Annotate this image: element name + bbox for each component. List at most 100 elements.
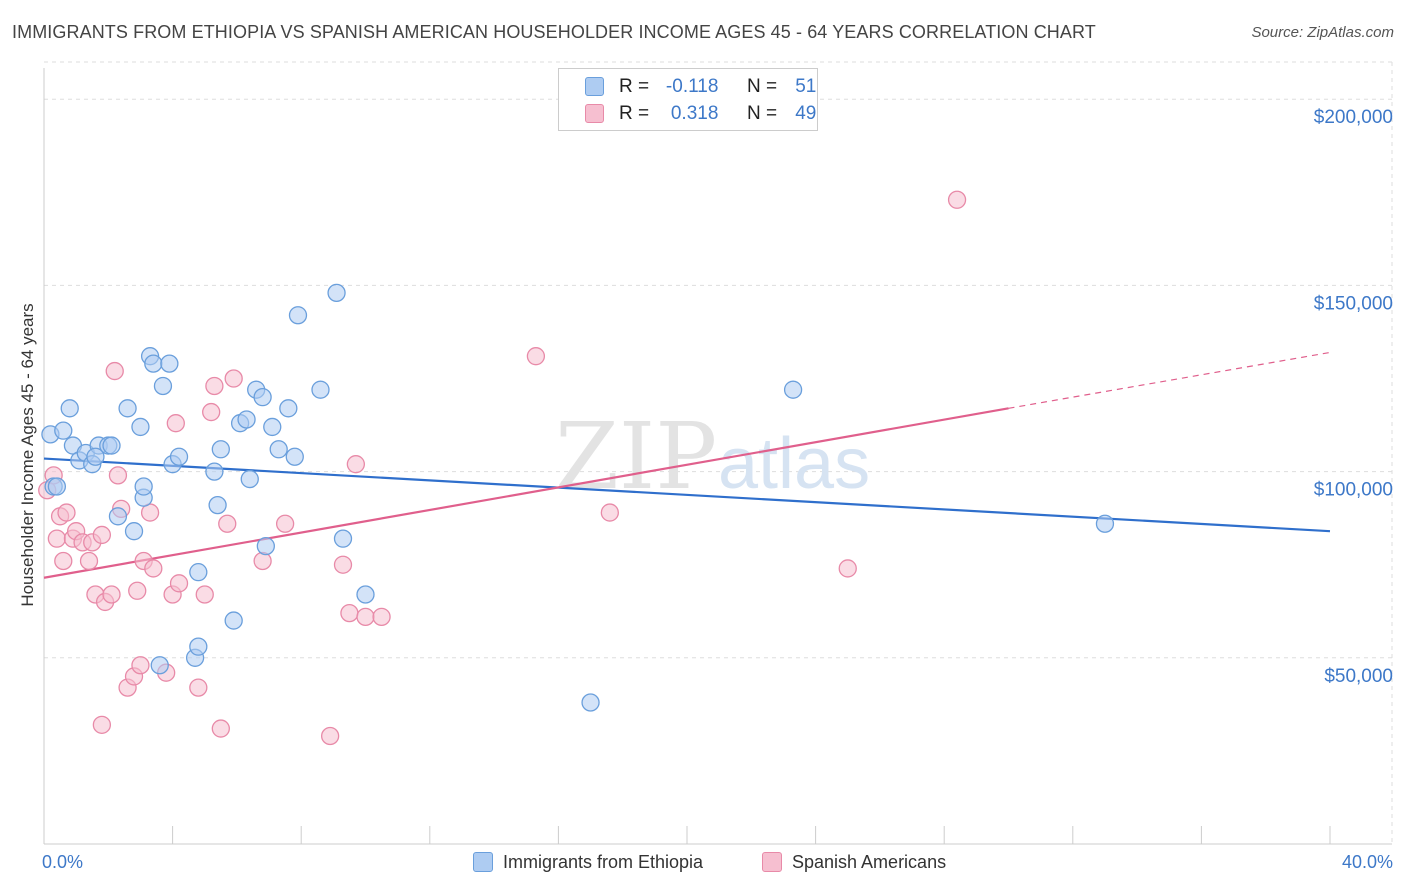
point-ethiopia xyxy=(205,462,224,481)
point-spanish xyxy=(526,347,546,366)
point-ethiopia xyxy=(237,410,256,429)
point-ethiopia xyxy=(169,447,189,466)
point-ethiopia xyxy=(189,637,208,656)
point-ethiopia xyxy=(783,380,803,399)
chart-title: IMMIGRANTS FROM ETHIOPIA VS SPANISH AMER… xyxy=(12,22,1096,42)
point-spanish xyxy=(131,656,150,675)
point-ethiopia xyxy=(240,469,259,489)
data-points xyxy=(38,190,1115,746)
point-ethiopia xyxy=(150,656,169,675)
point-spanish xyxy=(356,607,375,626)
point-ethiopia xyxy=(256,536,275,556)
trend-line-ethiopia xyxy=(43,457,1331,533)
point-spanish xyxy=(79,551,99,571)
point-spanish xyxy=(333,555,353,574)
point-ethiopia xyxy=(253,387,272,407)
watermark-zip: ZIP xyxy=(555,403,717,510)
point-spanish xyxy=(205,376,224,396)
point-spanish xyxy=(600,503,619,522)
point-spanish xyxy=(372,607,391,626)
x-tick-label-max: 40.0% xyxy=(1341,852,1393,872)
point-spanish xyxy=(54,551,73,571)
point-spanish xyxy=(92,715,112,734)
legend-label-spanish: Spanish Americans xyxy=(792,852,947,872)
r-value-ethiopia: -0.118 xyxy=(665,76,719,97)
legend-swatch-blue xyxy=(473,852,493,872)
n-label: N = xyxy=(746,103,778,124)
point-ethiopia xyxy=(131,417,150,437)
point-ethiopia xyxy=(134,477,153,496)
point-ethiopia xyxy=(356,585,375,604)
point-ethiopia xyxy=(208,495,227,515)
point-ethiopia xyxy=(118,399,137,418)
point-ethiopia xyxy=(189,563,208,582)
point-spanish xyxy=(320,726,340,746)
point-ethiopia xyxy=(124,522,144,541)
point-spanish xyxy=(340,603,359,623)
legend-swatch-blue xyxy=(585,77,604,96)
point-spanish xyxy=(128,581,147,600)
point-spanish xyxy=(57,503,76,522)
point-ethiopia xyxy=(86,447,105,466)
point-ethiopia xyxy=(102,436,121,455)
legend-item-spanish[interactable]: Spanish Americans xyxy=(762,852,946,873)
r-label: R = xyxy=(619,76,650,97)
point-ethiopia xyxy=(47,477,67,496)
point-ethiopia xyxy=(285,447,304,466)
axes xyxy=(43,68,1392,845)
point-spanish xyxy=(144,559,163,578)
source-credit: Source: ZipAtlas.com xyxy=(1251,24,1394,41)
point-spanish xyxy=(105,361,124,381)
y-tick-labels: $50,000 $100,000 $150,000 $200,000 xyxy=(1314,107,1393,687)
point-ethiopia xyxy=(54,421,73,440)
y-tick-label: $100,000 xyxy=(1314,480,1393,501)
point-spanish xyxy=(108,466,128,485)
point-spanish xyxy=(947,190,967,209)
point-ethiopia xyxy=(269,440,288,459)
n-value-ethiopia: 51 xyxy=(795,76,817,97)
point-ethiopia xyxy=(224,611,243,630)
n-label: N = xyxy=(746,76,778,97)
point-spanish xyxy=(838,559,857,578)
point-ethiopia xyxy=(288,306,308,325)
point-ethiopia xyxy=(311,380,330,399)
y-axis-label: Householder Income Ages 45 - 64 years xyxy=(18,303,37,607)
point-spanish xyxy=(47,529,67,548)
point-spanish xyxy=(166,414,185,433)
point-ethiopia xyxy=(327,283,346,303)
point-spanish xyxy=(92,525,112,545)
point-ethiopia xyxy=(263,417,282,437)
point-ethiopia xyxy=(333,529,353,548)
point-ethiopia xyxy=(60,399,79,418)
r-value-spanish: 0.318 xyxy=(670,103,719,124)
point-ethiopia xyxy=(108,507,128,526)
x-tick-label-min: 0.0% xyxy=(42,852,84,872)
point-ethiopia xyxy=(1095,514,1115,533)
point-spanish xyxy=(189,678,208,697)
legend-swatch-pink xyxy=(585,104,604,123)
point-spanish xyxy=(211,719,230,738)
point-spanish xyxy=(202,402,221,422)
correlation-legend: R = -0.118 N = 51 R = 0.318 N = 49 xyxy=(558,68,818,131)
watermark: ZIP atlas xyxy=(555,403,870,510)
trend-line-spanish-extension xyxy=(1008,351,1331,409)
legend-swatch-pink xyxy=(762,852,782,872)
legend-item-ethiopia[interactable]: Immigrants from Ethiopia xyxy=(473,852,703,873)
point-ethiopia xyxy=(153,376,173,396)
n-value-spanish: 49 xyxy=(795,103,817,124)
point-spanish xyxy=(224,369,243,388)
trend-lines xyxy=(43,351,1331,579)
r-label: R = xyxy=(619,103,650,124)
point-spanish xyxy=(253,551,272,571)
y-tick-label: $200,000 xyxy=(1314,107,1393,128)
y-tick-label: $150,000 xyxy=(1314,293,1393,314)
point-ethiopia xyxy=(144,354,163,373)
y-tick-label: $50,000 xyxy=(1324,666,1393,687)
point-spanish xyxy=(195,585,214,604)
point-spanish xyxy=(169,574,189,593)
trend-line-spanish xyxy=(43,407,1009,579)
point-spanish xyxy=(102,585,121,604)
point-spanish xyxy=(218,514,237,533)
point-ethiopia xyxy=(211,440,230,459)
